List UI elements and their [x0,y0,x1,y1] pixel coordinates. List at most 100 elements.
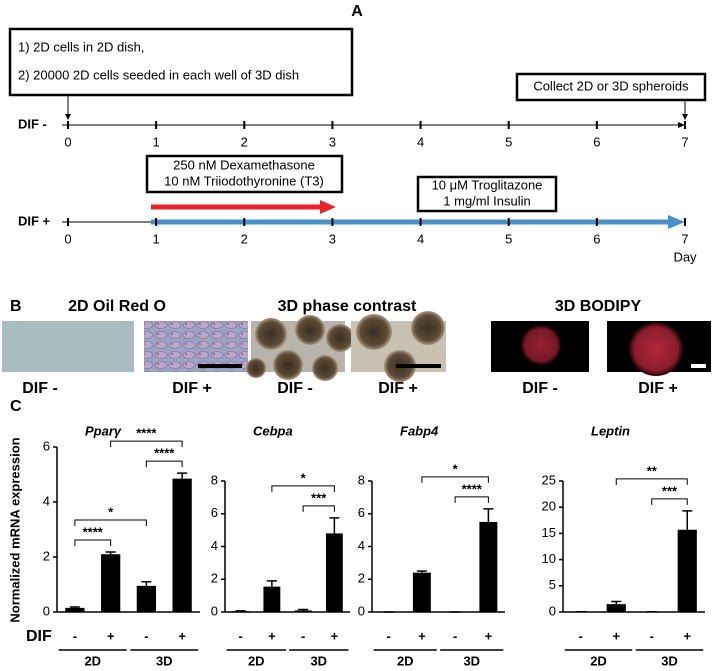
significance-label: **** [154,446,175,461]
condition-label: + [485,628,493,643]
day-label: 6 [593,134,600,149]
image-label: DIF + [378,380,418,397]
y-tick-label: 20 [542,499,556,514]
group-label: 2D [84,653,101,668]
day-label: 7 [681,231,688,246]
arrow-head [682,114,688,120]
error-bar [329,517,340,534]
significance-bracket [74,519,147,527]
group-label: 2D [248,653,265,668]
micrograph [351,311,446,382]
significance-bracket [454,496,489,503]
condition-label: + [107,628,115,643]
day-label: 2 [241,231,248,246]
day-label: 4 [417,134,424,149]
image-title: 2D Oil Red O [68,298,166,315]
arrow-head [678,122,685,128]
group-label: 3D [661,653,678,668]
y-tick-label: 25 [542,472,556,487]
error-bar [141,581,152,586]
panel-label: C [10,398,22,415]
y-tick-label: 8 [358,472,365,487]
box-text: 10 nM Triiodothyronine (T3) [164,173,324,188]
day-label: 1 [153,231,160,246]
day-label: 1 [153,134,160,149]
error-bar [266,580,277,587]
y-tick-label: 2 [211,571,218,586]
day-label: 4 [417,231,424,246]
condition-label: + [331,628,339,643]
y-tick-label: 0 [211,603,218,618]
image-label: DIF + [638,380,678,397]
bar [294,610,312,612]
condition-label: - [579,628,583,643]
condition-label: - [73,628,77,643]
image-title: 3D phase contrast [278,298,417,315]
bar [136,585,157,612]
day-label: 2 [241,134,248,149]
text-box [515,72,707,102]
bar [263,586,281,612]
micrograph [607,321,711,376]
day-label: 6 [593,231,600,246]
y-tick-label: 5 [549,577,556,592]
y-tick-label: 0 [549,603,556,618]
condition-label: - [238,628,242,643]
significance-bracket [302,505,335,512]
significance-label: **** [83,524,104,539]
axis-unit: Day [673,249,697,264]
chart-title: Leptin [591,423,630,438]
row-label: DIF - [18,116,47,131]
significance-label: * [453,461,459,476]
box-text: 1) 2D cells in 2D dish, [18,39,144,54]
group-label: 2D [397,653,414,668]
error-bar [105,551,116,555]
arrow-head [320,200,336,214]
box-text: 250 nM Dexamethasone [173,157,315,172]
significance-bracket [145,460,183,468]
text-box [416,175,558,213]
error-bar [69,606,80,608]
error-bar [177,472,188,479]
arrow-head [65,114,71,120]
image-label: DIF - [22,380,58,397]
significance-label: * [301,470,307,485]
significance-label: * [108,504,114,519]
micrograph [2,321,134,372]
y-axis-label: Normalized mRNA expression [7,437,22,622]
significance-bracket [651,498,688,505]
error-bar [416,570,427,573]
box-text: 2) 20000 2D cells seeded in each well of… [18,67,299,82]
significance-label: *** [662,483,678,498]
bar [606,604,626,612]
chart-title: Fabp4 [400,423,439,438]
y-tick-label: 0 [358,603,365,618]
significance-bracket [421,476,489,483]
image-label: DIF + [172,380,212,397]
significance-bracket [110,440,183,448]
condition-label: - [453,628,457,643]
image-title: 3D BODIPY [555,298,642,315]
condition-label: - [144,628,148,643]
box-text: Collect 2D or 3D spheroids [533,78,689,93]
bar [325,533,343,612]
text-box [8,27,354,97]
y-tick-label: 4 [211,538,218,553]
text-box [145,154,344,194]
y-tick-label: 0 [43,603,50,618]
condition-label: + [178,628,186,643]
row-label: DIF + [18,213,51,228]
arrow-head [668,215,685,229]
condition-label: + [612,628,620,643]
image-label: DIF - [522,380,558,397]
micrograph [491,321,589,372]
day-label: 0 [64,231,71,246]
y-tick-label: 6 [43,438,50,453]
condition-label: - [650,628,654,643]
day-label: 0 [64,134,71,149]
y-tick-label: 8 [211,472,218,487]
condition-label: + [683,628,691,643]
box-text: 10 μM Troglitazone [432,177,543,192]
bar [677,529,697,612]
